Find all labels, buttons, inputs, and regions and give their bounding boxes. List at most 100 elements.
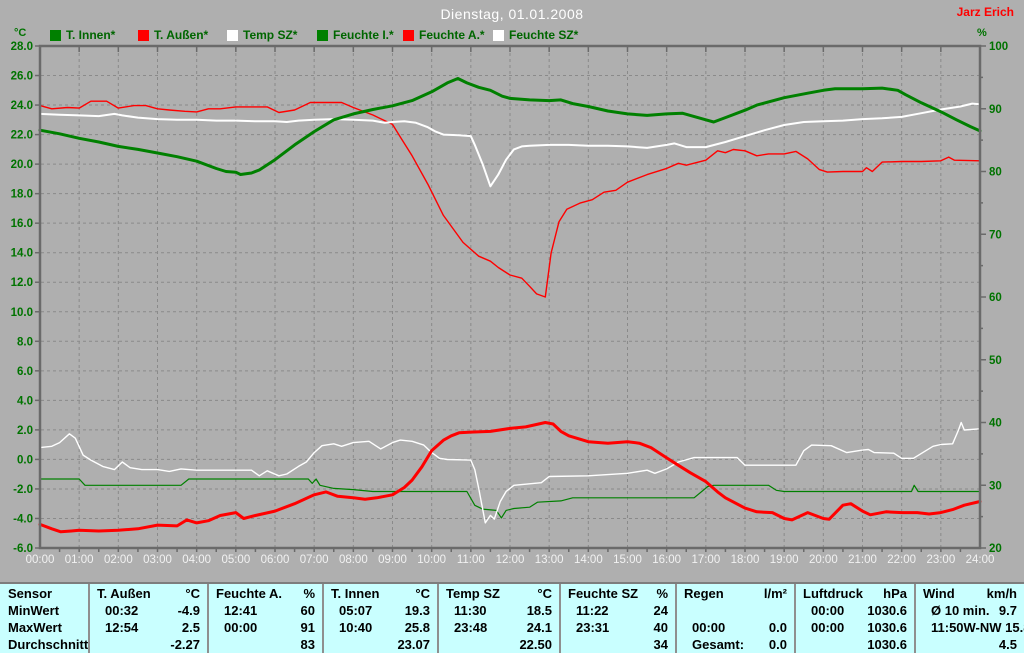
x-tick: 19:00 [770, 554, 799, 566]
y-right-tick: 100 [989, 41, 1008, 53]
legend-swatch-feuchte-sz [493, 29, 504, 41]
stats-cell: 1030.6 [867, 637, 907, 652]
x-tick: 21:00 [848, 554, 877, 566]
y-right-tick: 20 [989, 543, 1002, 555]
stats-cell: 10:40 25.8 [339, 620, 430, 635]
series-temp-sz [39, 102, 981, 188]
stats-cell: 00:00 1030.6 [811, 603, 907, 618]
legend-item-temp-sz[interactable]: Temp SZ* [227, 28, 297, 42]
stats-cell: 23:48 24.1 [454, 620, 552, 635]
y-left-tick: 12.0 [11, 277, 33, 289]
stats-cell: -2.27 [170, 637, 200, 652]
legend-item-feuchte-sz[interactable]: Feuchte SZ* [493, 28, 578, 42]
x-tick: 09:00 [378, 554, 407, 566]
x-tick: 07:00 [300, 554, 329, 566]
stats-col-header: Luftdruck hPa [803, 586, 907, 601]
x-tick: 11:00 [457, 554, 485, 566]
legend-label: T. Außen* [154, 28, 209, 42]
x-tick: 18:00 [731, 554, 760, 566]
x-tick: 14:00 [574, 554, 603, 566]
x-tick: 10:00 [417, 554, 446, 566]
x-tick: 12:00 [496, 554, 525, 566]
stats-col-header: T. Innen °C [331, 586, 430, 601]
y-left-tick: 10.0 [11, 307, 33, 319]
stats-cell [677, 602, 794, 619]
y-left-tick: 4.0 [17, 395, 33, 407]
legend-label: Feuchte A.* [419, 28, 485, 42]
stats-cell: 83 [300, 637, 315, 652]
legend-label: Feuchte I.* [333, 28, 394, 42]
stats-table: Sensor MinWert MaxWert Durchschnitt T. Außen… [0, 582, 1024, 653]
x-tick: 02:00 [104, 554, 133, 566]
x-tick: 05:00 [221, 554, 250, 566]
stats-cell: 34 [653, 637, 668, 652]
legend-item-feuchte-i[interactable]: Feuchte I.* [317, 28, 394, 42]
legend-label: T. Innen* [66, 28, 116, 42]
legend-item-t-aussen[interactable]: T. Außen* [138, 28, 208, 42]
y-left-tick: 18.0 [11, 189, 33, 201]
y-right-tick: 30 [989, 480, 1002, 492]
stats-cell: 00:00 1030.6 [811, 620, 907, 635]
y-left-tick: 20.0 [11, 159, 33, 171]
stats-row-labels: Sensor MinWert MaxWert Durchschnitt [0, 584, 88, 653]
legend-swatch-t-innen [50, 29, 61, 41]
x-tick: 03:00 [143, 554, 172, 566]
series-t-aussen [38, 421, 982, 534]
x-tick: 08:00 [339, 554, 368, 566]
x-tick: 23:00 [926, 554, 955, 566]
stats-row-label: MinWert [8, 603, 60, 618]
stats-col-luftdruck: Luftdruck hPa 00:00 1030.6 00:00 1030.6 1030.6 [794, 584, 914, 653]
chart-canvas: 28.0 26.0 24.0 22.0 20.0 18.0 16.0 14.0 12.0 10.0… [11, 41, 1009, 566]
stats-col-header: Feuchte SZ% [568, 586, 668, 601]
stats-col-header: T. Außen °C [97, 586, 200, 601]
stats-cell: Gesamt: 0.0 [692, 637, 787, 652]
legend-swatch-feuchte-a [403, 29, 414, 41]
stats-col-header: Feuchte A.% [216, 586, 315, 601]
y-left-tick: 6.0 [17, 366, 33, 378]
user-name: Jarz Erich [956, 5, 1014, 19]
legend-item-t-innen[interactable]: T. Innen* [50, 28, 115, 42]
stats-cell: 00:00 91 [224, 620, 315, 635]
series-t-innen [38, 77, 982, 176]
legend-item-feuchte-a[interactable]: Feuchte A.* [403, 28, 485, 42]
y-left-tick: -6.0 [13, 543, 33, 555]
x-tick: 01:00 [65, 554, 94, 566]
legend-swatch-t-aussen [138, 29, 149, 41]
legend-label: Temp SZ* [243, 28, 298, 42]
legend: T. Innen* T. Außen* Temp SZ* Feuchte I.* Feu… [0, 28, 1024, 42]
stats-col-wind: Wind km/h Ø 10 min. 9.7 11:50 W-NW 15.8 4.5 [914, 584, 1024, 653]
y-right-tick: 80 [989, 167, 1002, 179]
stats-col-t-innen: T. Innen °C 05:07 19.3 10:40 25.8 23.07 [322, 584, 437, 653]
x-tick: 17:00 [691, 554, 720, 566]
y-left-tick: -2.0 [13, 484, 33, 496]
series-feuchte-a [39, 100, 981, 298]
y-left-tick: 28.0 [11, 41, 33, 53]
stats-col-header: Regen l/m² [684, 586, 787, 601]
stats-cell: 22.50 [519, 637, 552, 652]
y-left-tick: 26.0 [11, 71, 33, 83]
x-tick: 22:00 [887, 554, 916, 566]
y-right-tick: 60 [989, 292, 1002, 304]
stats-row-label: MaxWert [8, 620, 62, 635]
page-title: Dienstag, 01.01.2008 [440, 6, 584, 22]
y-left-tick: 24.0 [11, 100, 33, 112]
left-axis-unit: °C [14, 27, 27, 39]
stats-cell: 11:30 18.5 [454, 603, 552, 618]
stats-col-regen: Regen l/m² 00:00 0.0 Gesamt: 0.0 [675, 584, 794, 653]
stats-col-header: Wind km/h [923, 586, 1017, 601]
y-left-tick: 0.0 [17, 454, 33, 466]
x-tick: 00:00 [26, 554, 55, 566]
x-tick: 06:00 [261, 554, 290, 566]
x-tick: 20:00 [809, 554, 838, 566]
y-right-tick: 40 [989, 418, 1002, 430]
stats-cell: 12:54 2.5 [105, 620, 200, 635]
stats-cell: 11:50 W-NW 15.8 [931, 620, 1024, 635]
x-tick: 15:00 [613, 554, 642, 566]
stats-cell: 23:31 40 [576, 620, 668, 635]
stats-cell: Ø 10 min. 9.7 [931, 603, 1017, 618]
x-tick: 04:00 [182, 554, 211, 566]
y-left-tick: 8.0 [17, 336, 33, 348]
legend-swatch-feuchte-i [317, 29, 328, 41]
series-feuchte-i [39, 478, 981, 519]
